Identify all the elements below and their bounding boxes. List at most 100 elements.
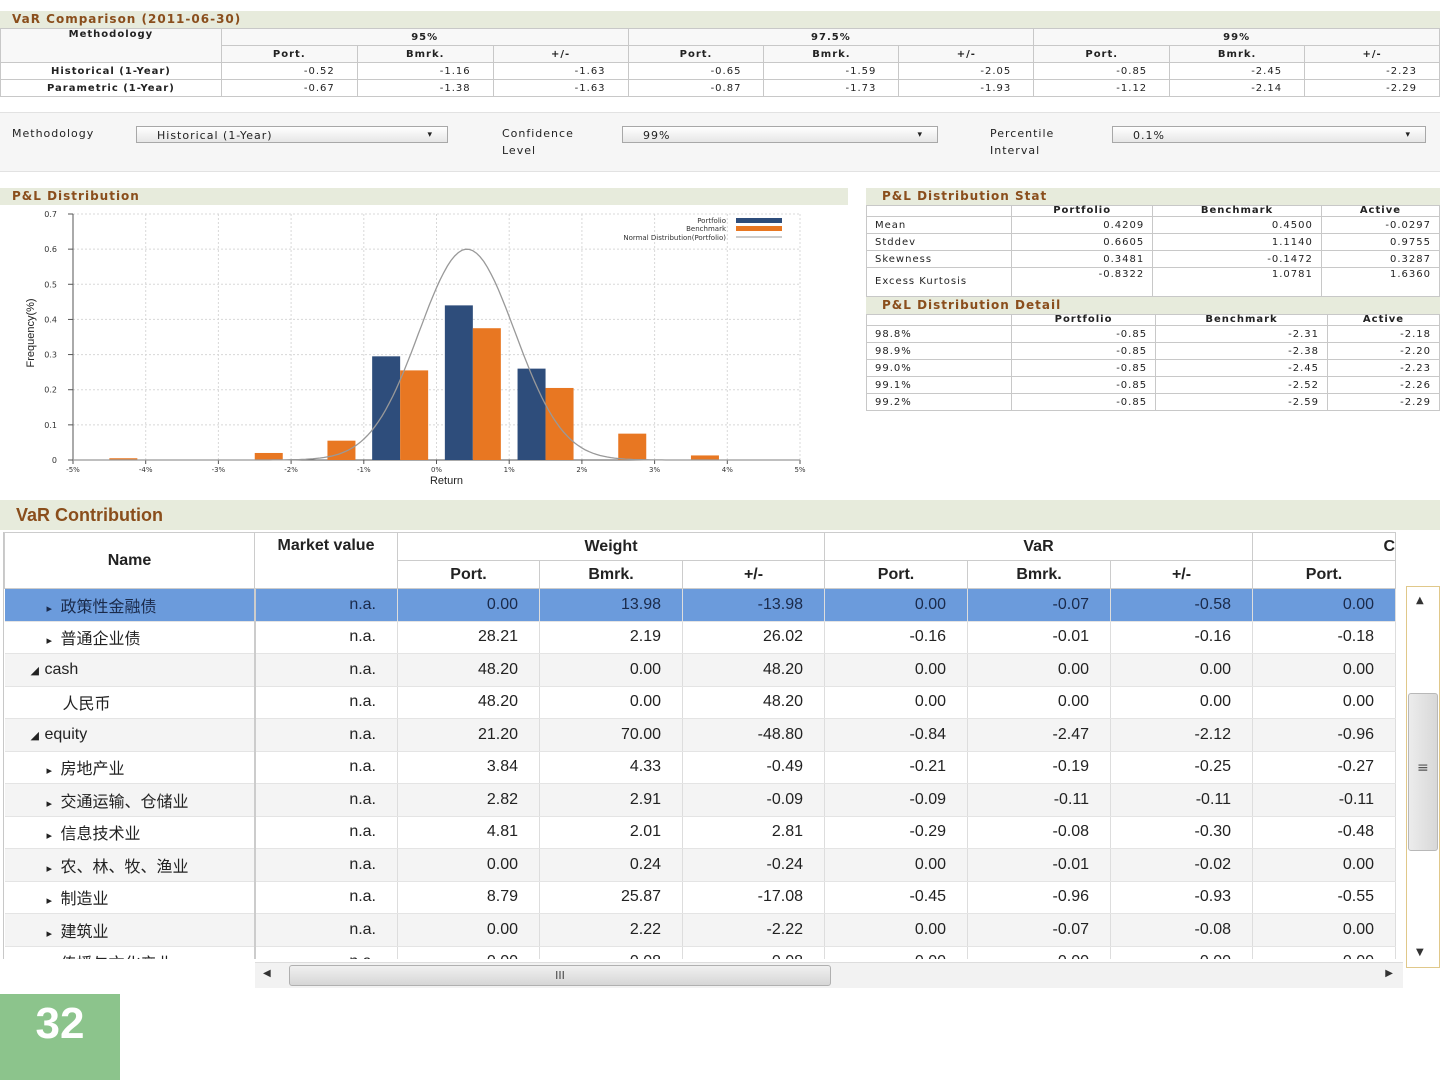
row-name-cell[interactable]: ◢ equity xyxy=(4,718,256,752)
row-name-cell[interactable]: ▸传播与文化产业 xyxy=(4,946,256,959)
table-row[interactable]: ▸ 房地产业 n.a. 3.84 4.33 -0.49 -0.21 -0.19 -0.25 -0.… xyxy=(4,751,1396,784)
table-row[interactable]: ▸ 政策性金融债 n.a. 0.00 13.98 -13.98 0.00 -0.07 -0.58… xyxy=(4,588,1396,622)
table-row[interactable]: ▸ 制造业 n.a. 8.79 25.87 -17.08 -0.45 -0.96 -0.93 -0… xyxy=(4,881,1396,914)
page-number: 32 xyxy=(0,994,120,1080)
collapse-icon[interactable]: ◢ xyxy=(30,664,39,677)
vertical-scroll-thumb[interactable]: ≡ xyxy=(1408,693,1438,851)
expand-icon[interactable]: ▸ xyxy=(46,797,53,810)
sub-header[interactable]: +/- xyxy=(682,560,825,589)
expand-icon[interactable]: ▸ xyxy=(46,927,53,940)
row-name-cell[interactable]: ▸ 房地产业 xyxy=(4,751,256,784)
cell: -2.45 xyxy=(1155,359,1328,377)
name-header[interactable]: Name xyxy=(4,532,255,589)
value-cell: 0.00 xyxy=(1252,848,1396,882)
value-cell: 48.20 xyxy=(397,686,540,719)
row-name-cell[interactable]: ▸ 交通运输、仓储业 xyxy=(4,783,256,817)
cell: 1.1140 xyxy=(1152,233,1322,251)
confidence-select[interactable]: 99% ▾ xyxy=(622,126,938,143)
sub-header: Port. xyxy=(220,45,358,63)
col-header: Active xyxy=(1320,205,1440,217)
row-name-cell[interactable]: ◢ cash xyxy=(4,653,256,687)
vertical-scrollbar[interactable]: ▲ ≡ ▼ xyxy=(1406,586,1440,968)
row-name-cell[interactable]: ▸ 农、林、牧、渔业 xyxy=(4,848,256,882)
var-comparison-title: VaR Comparison (2011-06-30) xyxy=(0,11,1440,28)
row-name: 交通运输、仓储业 xyxy=(60,793,189,811)
sub-header[interactable]: Port. xyxy=(824,560,968,589)
stat-row: Excess Kurtosis -0.8322 1.0781 1.6360 xyxy=(866,267,1440,297)
row-name-cell[interactable]: 人民币 xyxy=(4,686,256,719)
cell: 1.6360 xyxy=(1320,267,1440,297)
expand-icon[interactable]: ▸ xyxy=(46,862,53,875)
collapse-icon[interactable]: ◢ xyxy=(30,729,39,742)
value-cell: 0.00 xyxy=(397,848,540,882)
expand-icon[interactable]: ▸ xyxy=(46,830,53,843)
table-row[interactable]: ▸ 普通企业债 n.a. 28.21 2.19 26.02 -0.16 -0.01 -0.16-… xyxy=(4,621,1396,654)
methodology-value: Historical (1-Year) xyxy=(157,129,273,142)
market-value-header[interactable]: Market value xyxy=(254,532,398,589)
legend-label: Normal Distribution(Portfolio) xyxy=(623,234,726,242)
normal-distribution-line xyxy=(73,248,800,461)
col-header: Benchmark xyxy=(1152,205,1322,217)
x-tick-label: -5% xyxy=(66,466,80,474)
row-name-cell[interactable]: ▸ 政策性金融债 xyxy=(4,588,256,622)
value-cell: -0.96 xyxy=(967,881,1111,914)
scroll-right-icon[interactable]: ▶ xyxy=(1385,968,1393,979)
x-tick-label: -1% xyxy=(357,466,371,474)
percentile-label-2: Interval xyxy=(990,144,1041,157)
value-cell: -2.12 xyxy=(1110,718,1253,752)
horizontal-scroll-thumb[interactable]: III xyxy=(289,965,831,986)
value-cell: 2.22 xyxy=(539,913,683,947)
col-header: Portfolio xyxy=(1010,314,1157,326)
benchmark-bar xyxy=(690,455,719,460)
expand-icon[interactable]: ▸ xyxy=(46,602,53,615)
cell: -0.0297 xyxy=(1320,216,1440,234)
row-name: 制造业 xyxy=(60,891,109,909)
sub-header[interactable]: Bmrk. xyxy=(967,560,1111,589)
expand-icon[interactable]: ▸ xyxy=(46,765,53,778)
table-row[interactable]: ▸传播与文化产业n.a.0.000.08-0.080.000.000.000.0… xyxy=(4,946,1396,959)
expand-icon[interactable]: ▸ xyxy=(46,895,53,908)
value-cell: 2.01 xyxy=(539,816,683,849)
cell: 1.0781 xyxy=(1152,267,1322,297)
value-cell: 2.91 xyxy=(539,783,683,817)
pnl-stat-title: P&L Distribution Stat xyxy=(866,188,1440,205)
sub-header[interactable]: Port. xyxy=(397,560,540,589)
cell: -2.23 xyxy=(1304,62,1440,80)
sub-header[interactable]: Bmrk. xyxy=(539,560,683,589)
table-row[interactable]: ◢ cash n.a. 48.20 0.00 48.20 0.00 0.00 0.00 0.00 xyxy=(4,653,1396,687)
table-row[interactable]: 人民币 n.a. 48.20 0.00 48.20 0.00 0.00 0.00 0.00 xyxy=(4,686,1396,719)
table-row[interactable]: ▸ 建筑业 n.a. 0.00 2.22 -2.22 0.00 -0.07 -0.08 0.00 xyxy=(4,913,1396,947)
methodology-select[interactable]: Historical (1-Year) ▾ xyxy=(136,126,448,143)
detail-row: 98.8% -0.85 -2.31 -2.18 xyxy=(866,325,1440,343)
legend-label: Benchmark xyxy=(686,225,727,233)
market-value-cell: n.a. xyxy=(254,881,398,914)
value-cell: -0.18 xyxy=(1252,621,1396,654)
table-row[interactable]: ◢ equity n.a. 21.20 70.00 -48.80 -0.84 -2.47 -2.… xyxy=(4,718,1396,752)
scroll-up-icon[interactable]: ▲ xyxy=(1416,595,1424,606)
row-name-cell[interactable]: ▸ 普通企业债 xyxy=(4,621,256,654)
scroll-down-icon[interactable]: ▼ xyxy=(1416,947,1424,958)
horizontal-scrollbar[interactable]: ◀ III ▶ xyxy=(255,962,1403,988)
row-name-cell[interactable]: ▸ 信息技术业 xyxy=(4,816,256,849)
row-name-cell[interactable]: ▸ 建筑业 xyxy=(4,913,256,947)
pnl-distribution-panel: P&L Distribution 0 0.1 0.2 0.3 0.4 0.5 0.6 0.7 -… xyxy=(0,188,848,488)
expand-icon[interactable]: ▸ xyxy=(46,635,53,648)
empty-header xyxy=(866,205,1012,217)
empty-header xyxy=(866,314,1012,326)
detail-row: 99.0% -0.85 -2.45 -2.23 xyxy=(866,359,1440,377)
y-tick-label: 0.3 xyxy=(44,351,57,360)
market-value-cell: n.a. xyxy=(254,588,398,622)
value-cell: -0.08 xyxy=(682,946,825,959)
table-row[interactable]: ▸ 交通运输、仓储业 n.a. 2.82 2.91 -0.09 -0.09 -0.11 -0.1… xyxy=(4,783,1396,817)
value-cell: 25.87 xyxy=(539,881,683,914)
row-name-cell[interactable]: ▸ 制造业 xyxy=(4,881,256,914)
table-row[interactable]: ▸ 信息技术业 n.a. 4.81 2.01 2.81 -0.29 -0.08 -0.30 -0.… xyxy=(4,816,1396,849)
sub-header[interactable]: +/- xyxy=(1110,560,1253,589)
cell: -0.85 xyxy=(1010,342,1157,360)
percentile-select[interactable]: 0.1% ▾ xyxy=(1112,126,1426,143)
value-cell: 0.00 xyxy=(397,946,540,959)
sub-header[interactable]: Port. xyxy=(1252,560,1396,589)
scroll-left-icon[interactable]: ◀ xyxy=(263,968,271,979)
table-row[interactable]: ▸ 农、林、牧、渔业 n.a. 0.00 0.24 -0.24 0.00 -0.01 -0.02… xyxy=(4,848,1396,882)
benchmark-bar xyxy=(327,440,356,460)
